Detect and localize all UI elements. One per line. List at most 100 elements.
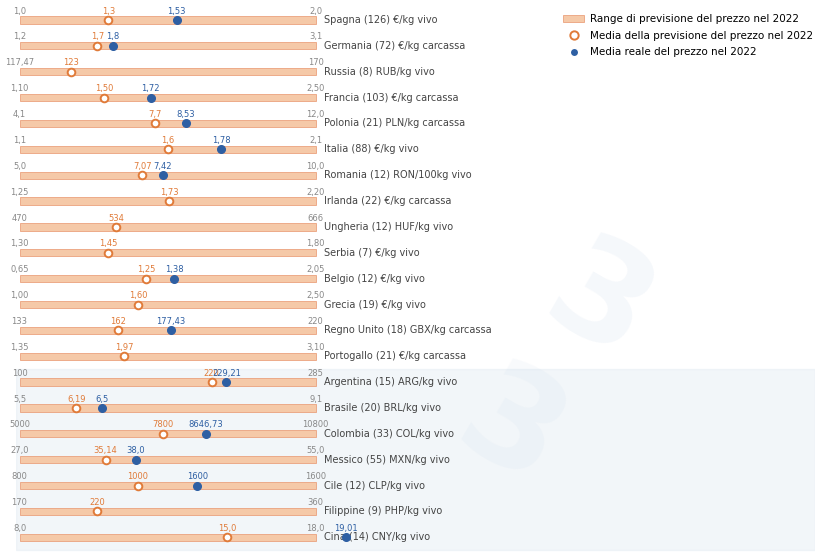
Text: 1,10: 1,10 [11, 84, 29, 93]
Text: 35,14: 35,14 [93, 446, 117, 455]
Bar [20, 456, 315, 463]
Text: Romania (12) RON/100kg vivo: Romania (12) RON/100kg vivo [324, 170, 471, 180]
Text: Portogallo (21) €/kg carcassa: Portogallo (21) €/kg carcassa [324, 351, 465, 361]
Text: 8,53: 8,53 [176, 110, 195, 119]
Bar [20, 430, 315, 437]
Text: Italia (88) €/kg vivo: Italia (88) €/kg vivo [324, 144, 418, 154]
Text: Polonia (21) PLN/kg carcassa: Polonia (21) PLN/kg carcassa [324, 119, 464, 129]
Text: 1,50: 1,50 [95, 84, 113, 93]
Text: 1,25: 1,25 [11, 188, 29, 197]
Text: 7,42: 7,42 [153, 162, 172, 171]
Text: 162: 162 [111, 317, 126, 326]
Text: 3: 3 [523, 223, 674, 389]
Bar [20, 42, 315, 50]
Text: 1,73: 1,73 [160, 188, 179, 197]
Bar [20, 197, 315, 204]
Text: 9,1: 9,1 [309, 394, 322, 404]
Text: Regno Unito (18) GBX/kg carcassa: Regno Unito (18) GBX/kg carcassa [324, 325, 491, 335]
Text: 27,0: 27,0 [11, 446, 29, 455]
Text: 1,80: 1,80 [306, 240, 324, 248]
Text: Argentina (15) ARG/kg vivo: Argentina (15) ARG/kg vivo [324, 377, 456, 387]
Text: Ungheria (12) HUF/kg vivo: Ungheria (12) HUF/kg vivo [324, 222, 452, 232]
Text: 0,65: 0,65 [11, 265, 29, 274]
Text: 2,0: 2,0 [309, 7, 322, 16]
Text: 133: 133 [11, 317, 28, 326]
Text: 6,5: 6,5 [95, 394, 108, 404]
Bar [20, 353, 315, 360]
Bar [20, 120, 315, 127]
Text: 55,0: 55,0 [306, 446, 324, 455]
Text: 1,53: 1,53 [167, 7, 186, 16]
Text: 1,7: 1,7 [91, 32, 104, 41]
Text: 1,35: 1,35 [11, 343, 29, 352]
Text: 3,10: 3,10 [306, 343, 324, 352]
Bar [20, 327, 315, 334]
Text: 10800: 10800 [302, 421, 328, 429]
Text: Filippine (9) PHP/kg vivo: Filippine (9) PHP/kg vivo [324, 506, 441, 516]
Text: 19,01: 19,01 [333, 524, 357, 533]
Text: 170: 170 [11, 498, 27, 507]
Text: 100: 100 [11, 369, 27, 378]
Text: 220: 220 [89, 498, 105, 507]
Bar [20, 249, 315, 256]
Text: 1,2: 1,2 [13, 32, 26, 41]
Text: Colombia (33) COL/kg vivo: Colombia (33) COL/kg vivo [324, 429, 453, 439]
Bar [20, 94, 315, 101]
Text: 285: 285 [307, 369, 324, 378]
Bar [20, 482, 315, 489]
Text: 2,1: 2,1 [309, 136, 322, 145]
Text: 10,0: 10,0 [306, 162, 324, 171]
Bar [20, 275, 315, 282]
Text: 1,45: 1,45 [99, 240, 117, 248]
Text: 4,1: 4,1 [13, 110, 26, 119]
Bar [20, 172, 315, 179]
Text: 177,43: 177,43 [156, 317, 185, 326]
Text: Serbia (7) €/kg vivo: Serbia (7) €/kg vivo [324, 248, 419, 258]
Text: Russia (8) RUB/kg vivo: Russia (8) RUB/kg vivo [324, 67, 434, 77]
Text: Grecia (19) €/kg vivo: Grecia (19) €/kg vivo [324, 300, 425, 310]
Text: 1,78: 1,78 [211, 136, 230, 145]
Text: 1,1: 1,1 [13, 136, 26, 145]
Bar [20, 301, 315, 308]
Text: 220: 220 [204, 369, 219, 378]
Text: 1,38: 1,38 [165, 265, 183, 274]
Text: 2,20: 2,20 [306, 188, 324, 197]
Bar [16, 369, 814, 550]
Text: 1,0: 1,0 [13, 7, 26, 16]
Text: Spagna (126) €/kg vivo: Spagna (126) €/kg vivo [324, 15, 437, 25]
Text: 229,21: 229,21 [212, 369, 241, 378]
Bar [20, 534, 315, 541]
Text: 7,07: 7,07 [133, 162, 152, 171]
Text: 1600: 1600 [187, 472, 207, 481]
Bar [20, 68, 315, 75]
Bar [20, 223, 315, 231]
Text: Francia (103) €/kg carcassa: Francia (103) €/kg carcassa [324, 92, 458, 102]
Bar [20, 146, 315, 153]
Text: 3,1: 3,1 [309, 32, 322, 41]
Text: 1,3: 1,3 [102, 7, 115, 16]
Text: 360: 360 [307, 498, 324, 507]
Text: 3: 3 [435, 350, 586, 515]
Text: 6,19: 6,19 [67, 394, 85, 404]
Text: Cina (14) CNY/kg vivo: Cina (14) CNY/kg vivo [324, 532, 429, 543]
Text: 1,25: 1,25 [137, 265, 156, 274]
Text: 2,05: 2,05 [306, 265, 324, 274]
Text: 5,0: 5,0 [13, 162, 26, 171]
Text: 5000: 5000 [9, 421, 30, 429]
Text: 8646,73: 8646,73 [188, 421, 223, 429]
Bar [20, 379, 315, 386]
Bar [20, 508, 315, 515]
Text: 38,0: 38,0 [126, 446, 145, 455]
Text: 8,0: 8,0 [13, 524, 26, 533]
Text: 12,0: 12,0 [306, 110, 324, 119]
Bar [20, 404, 315, 412]
Text: 1,72: 1,72 [142, 84, 160, 93]
Text: 7,7: 7,7 [147, 110, 161, 119]
Text: 666: 666 [307, 213, 324, 222]
Text: 1,00: 1,00 [11, 291, 29, 300]
Text: 1,8: 1,8 [106, 32, 120, 41]
Text: 800: 800 [11, 472, 27, 481]
Bar [20, 16, 315, 23]
Text: Germania (72) €/kg carcassa: Germania (72) €/kg carcassa [324, 41, 464, 51]
Text: 220: 220 [307, 317, 324, 326]
